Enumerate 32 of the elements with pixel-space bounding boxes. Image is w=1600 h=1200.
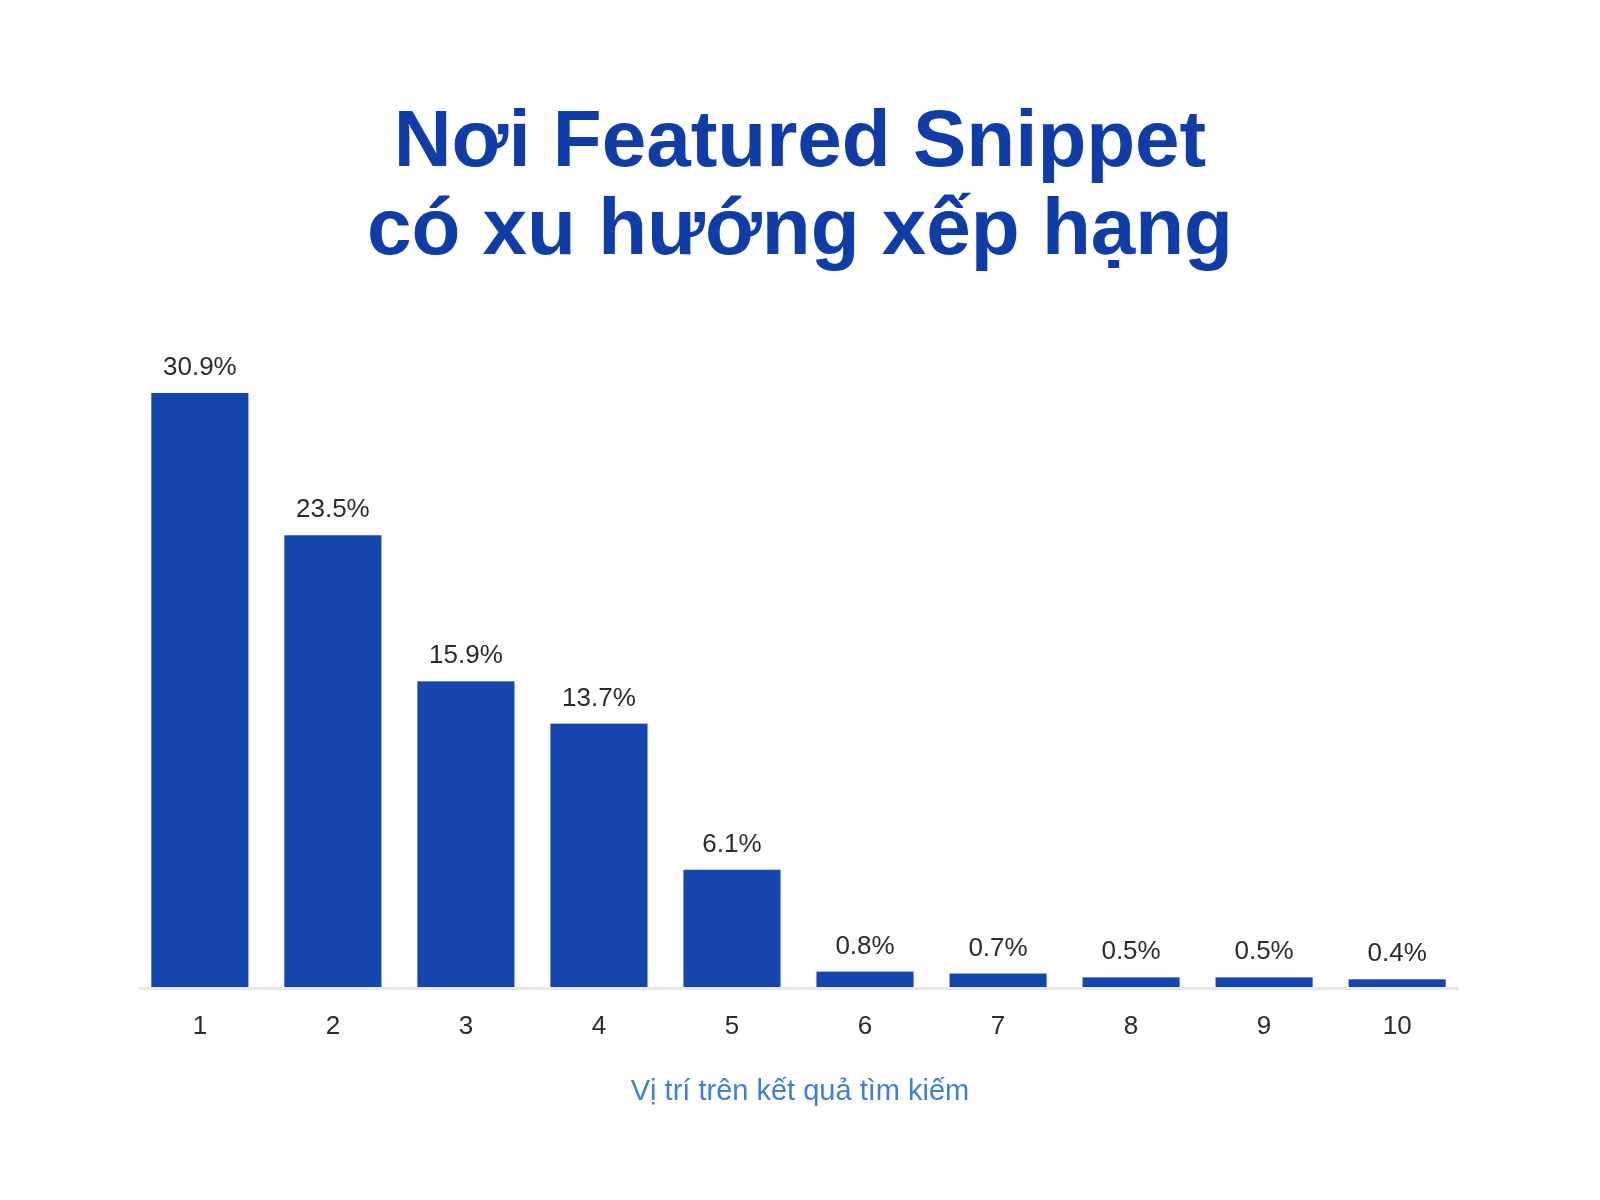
chart-title: Nơi Featured Snippet có xu hướng xếp hạng: [367, 94, 1233, 271]
data-label: 0.5%: [1101, 935, 1161, 966]
bar: [1215, 977, 1313, 987]
x-tick-label: 6: [857, 1010, 873, 1040]
bar: [151, 393, 249, 987]
bar: [949, 973, 1047, 987]
x-axis-title: Vị trí trên kết quả tìm kiếm: [630, 1074, 970, 1106]
data-label: 15.9%: [429, 639, 503, 670]
data-label: 6.1%: [702, 827, 762, 858]
data-label: 23.5%: [296, 493, 370, 524]
x-tick-label: 1: [192, 1010, 208, 1040]
x-tick-label: 2: [325, 1010, 341, 1040]
bar: [683, 869, 781, 987]
data-label: 13.7%: [562, 681, 636, 712]
x-tick-label: 3: [458, 1010, 474, 1040]
data-label: 0.8%: [835, 929, 895, 960]
bar: [1348, 979, 1446, 987]
data-label: 0.5%: [1234, 935, 1294, 966]
x-tick-label: 5: [724, 1010, 740, 1040]
x-tick-label: 7: [990, 1010, 1006, 1040]
data-label: 0.4%: [1367, 937, 1427, 968]
bar: [550, 723, 648, 987]
data-label: 0.7%: [968, 931, 1028, 962]
x-tick-label: 9: [1256, 1010, 1272, 1040]
bar: [417, 681, 515, 987]
bar: [816, 971, 914, 987]
bar: [284, 535, 382, 987]
x-tick-label: 10: [1382, 1010, 1412, 1040]
data-label: 30.9%: [162, 351, 237, 381]
x-tick-label: 4: [591, 1010, 607, 1040]
x-tick-label: 8: [1123, 1010, 1139, 1040]
bar: [1082, 977, 1180, 987]
